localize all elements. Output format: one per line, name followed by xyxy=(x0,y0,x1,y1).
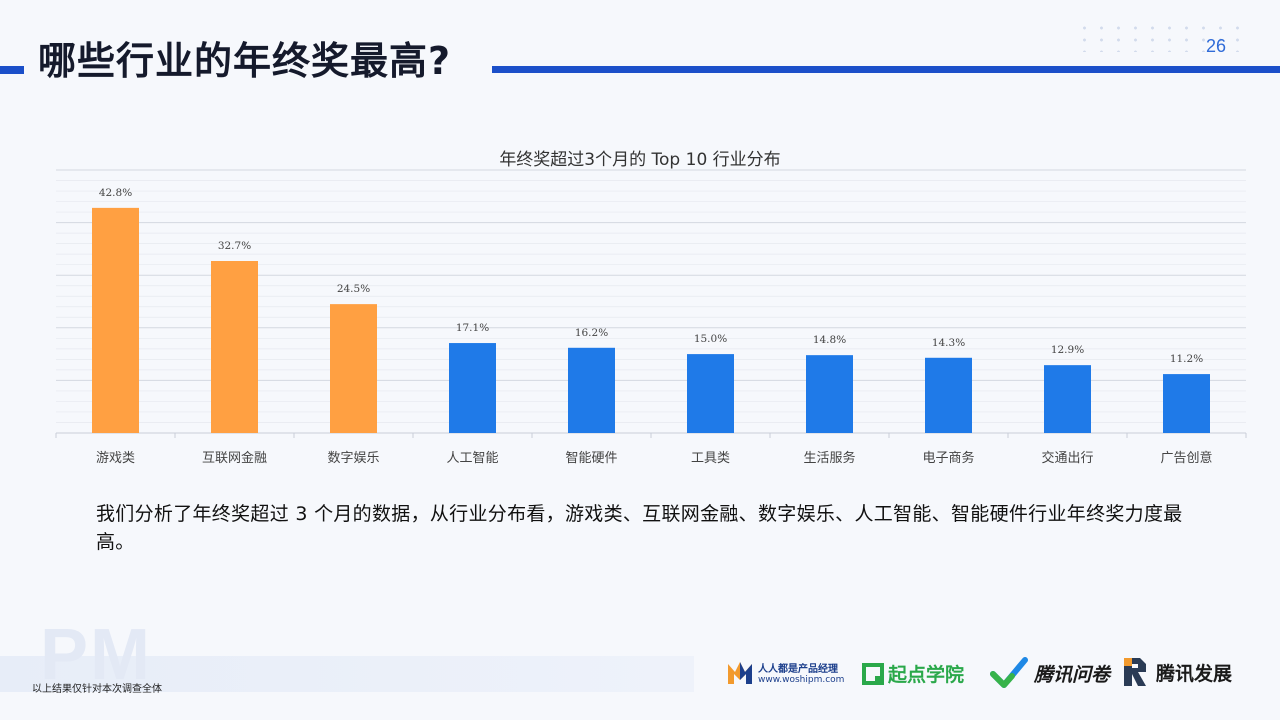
footer-strip xyxy=(0,656,694,692)
fazhan-name: 腾讯发展 xyxy=(1156,662,1233,685)
category-label: 工具类 xyxy=(691,451,730,466)
category-label: 广告创意 xyxy=(1160,450,1212,466)
fazhan-logo: 腾讯发展 xyxy=(1120,654,1232,690)
data-label: 12.9% xyxy=(1051,344,1084,356)
qidian-name: 起点学院 xyxy=(888,664,965,686)
slide-title: 哪些行业的年终奖最高? xyxy=(38,39,452,83)
data-label: 11.2% xyxy=(1170,353,1203,365)
bar xyxy=(1044,365,1091,433)
woshipm-name: 人人都是产品经理 xyxy=(758,663,838,675)
page-number: 26 xyxy=(1206,36,1227,56)
woshipm-logo: 人人都是产品经理 www.woshipm.com xyxy=(726,658,844,686)
data-label: 32.7% xyxy=(218,240,251,252)
checkmark-icon xyxy=(990,657,1028,688)
bar xyxy=(330,304,377,433)
data-label: 14.8% xyxy=(813,334,846,346)
data-label: 14.3% xyxy=(932,337,965,349)
decorative-dot-grid xyxy=(1076,22,1246,52)
category-label: 人工智能 xyxy=(446,451,498,466)
qidian-icon xyxy=(862,662,884,685)
partner-logos: 人人都是产品经理 www.woshipm.com 起点学院 腾讯问卷 腾讯发展 xyxy=(0,652,1280,702)
footnote: 以上结果仅针对本次调查全体 xyxy=(32,684,162,695)
category-label: 互联网金融 xyxy=(202,450,267,466)
bar xyxy=(925,357,972,433)
bar xyxy=(92,207,139,433)
bar xyxy=(687,354,734,433)
bar xyxy=(1163,374,1210,433)
bar xyxy=(806,355,853,433)
bar-chart: 42.8% 游戏类 32.7% 互联网金融 24.5% 数字娱乐 17.1% 人工智能 16.2… xyxy=(55,169,1247,466)
chart-title: 年终奖超过3个月的 Top 10 行业分布 xyxy=(499,150,781,170)
data-label: 16.2% xyxy=(575,327,608,339)
bar xyxy=(449,343,496,433)
title-accent-bar xyxy=(0,66,24,74)
header-rule xyxy=(492,66,1280,73)
summary-text: 我们分析了年终奖超过 3 个月的数据，从行业分布看，游戏类、互联网金融、数字娱乐… xyxy=(96,503,1183,553)
category-label: 电子商务 xyxy=(922,450,974,466)
data-label: 42.8% xyxy=(99,187,132,199)
data-label: 24.5% xyxy=(337,283,370,295)
category-label: 生活服务 xyxy=(803,450,855,466)
bar xyxy=(568,347,615,433)
cube-icon xyxy=(1124,658,1146,686)
woshipm-icon xyxy=(728,662,752,684)
qidian-logo: 起点学院 xyxy=(862,660,964,687)
category-label: 游戏类 xyxy=(96,451,135,466)
category-label: 交通出行 xyxy=(1041,450,1093,466)
woshipm-url: www.woshipm.com xyxy=(758,674,845,685)
category-label: 数字娱乐 xyxy=(327,451,379,466)
data-label: 15.0% xyxy=(694,333,727,345)
bar xyxy=(211,260,258,433)
category-label: 智能硬件 xyxy=(565,451,617,466)
pm-watermark: PM xyxy=(40,615,152,695)
wenjuan-name: 腾讯问卷 xyxy=(1034,663,1111,686)
wenjuan-logo: 腾讯问卷 xyxy=(990,654,1110,692)
data-label: 17.1% xyxy=(456,322,489,334)
